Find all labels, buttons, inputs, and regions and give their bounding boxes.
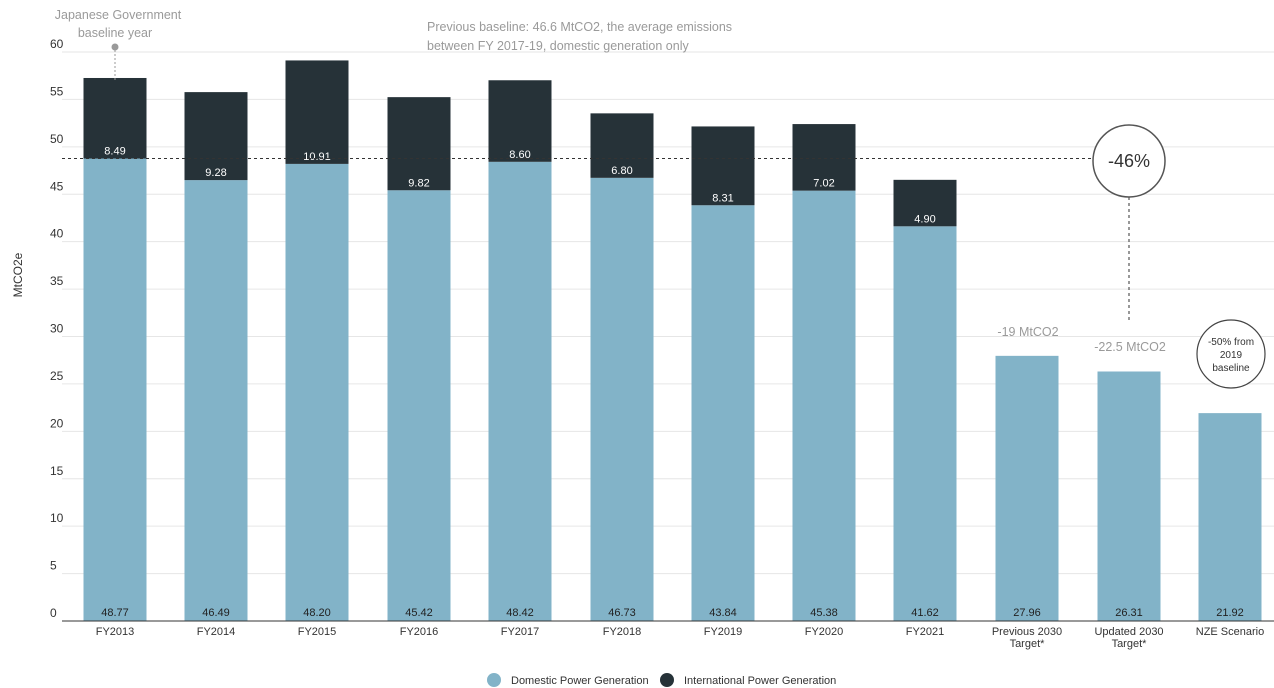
data-label-domestic: 48.77 xyxy=(101,607,129,619)
data-label-domestic: 46.49 xyxy=(202,607,230,619)
bar-domestic xyxy=(995,355,1059,621)
x-category-label: FY2020 xyxy=(805,626,844,638)
gridlines xyxy=(62,51,1274,575)
y-tick-label: 40 xyxy=(50,227,64,241)
bar-domestic xyxy=(691,205,755,621)
x-axis-categories: FY2013 FY2014 FY2015 FY2016 FY2017 FY2018 FY20… xyxy=(96,626,1265,650)
x-category-label: FY2016 xyxy=(400,626,439,638)
legend-label-domestic: Domestic Power Generation xyxy=(511,675,649,687)
baseline-year-annotation-line2: baseline year xyxy=(78,26,152,40)
bar-international xyxy=(285,60,349,164)
data-label-international: 6.80 xyxy=(611,165,632,177)
bar-international xyxy=(691,126,755,206)
data-label-domestic: 46.73 xyxy=(608,607,636,619)
y-tick-label: 5 xyxy=(50,559,57,573)
bar-domestic xyxy=(792,190,856,621)
bar-international xyxy=(488,80,552,162)
x-category-label: FY2017 xyxy=(501,626,540,638)
updated-target-delta-label: -22.5 MtCO2 xyxy=(1094,340,1166,354)
y-tick-label: 45 xyxy=(50,179,64,193)
legend: Domestic Power Generation International … xyxy=(487,673,836,687)
bar-domestic xyxy=(387,190,451,621)
y-tick-label: 25 xyxy=(50,369,64,383)
bar-domestic xyxy=(893,226,957,622)
bar-international xyxy=(893,179,957,227)
data-label-international: 7.02 xyxy=(813,178,834,190)
x-category-label: FY2014 xyxy=(197,626,236,638)
bar-international xyxy=(590,113,654,178)
y-tick-label: 55 xyxy=(50,84,64,98)
y-axis-title: MtCO2e xyxy=(11,252,25,297)
y-tick-label: 0 xyxy=(50,606,57,620)
y-tick-label: 30 xyxy=(50,322,64,336)
data-label-domestic: 45.38 xyxy=(810,607,838,619)
data-label-domestic: 43.84 xyxy=(709,607,737,619)
data-label-international: 8.49 xyxy=(104,145,125,157)
nze-note-line1: -50% from xyxy=(1208,337,1254,348)
data-label-domestic: 48.20 xyxy=(303,607,331,619)
data-label-international: 9.28 xyxy=(205,167,226,179)
data-label-international: 4.90 xyxy=(914,213,935,225)
y-tick-label: 15 xyxy=(50,464,64,478)
bar-domestic xyxy=(285,163,349,622)
previous-baseline-annotation-line2: between FY 2017-19, domestic generation … xyxy=(427,39,689,53)
data-label-domestic: 21.92 xyxy=(1216,607,1244,619)
bar-domestic xyxy=(488,161,552,621)
data-label-international: 10.91 xyxy=(303,151,331,163)
previous-target-delta-label: -19 MtCO2 xyxy=(997,325,1058,339)
y-tick-label: 35 xyxy=(50,274,64,288)
y-tick-label: 50 xyxy=(50,132,64,146)
x-category-label: Previous 2030 Target* xyxy=(992,626,1062,650)
bars xyxy=(83,60,1262,622)
data-label-international: 9.82 xyxy=(408,177,429,189)
baseline-year-marker xyxy=(111,43,119,51)
legend-swatch-international xyxy=(660,673,674,687)
y-tick-label: 10 xyxy=(50,511,64,525)
bar-domestic xyxy=(184,180,248,622)
x-category-label: FY2013 xyxy=(96,626,135,638)
data-label-international: 8.60 xyxy=(509,149,530,161)
nze-note-line3: baseline xyxy=(1212,363,1250,374)
data-label-international: 8.31 xyxy=(712,192,733,204)
y-tick-label: 60 xyxy=(50,37,64,51)
legend-label-international: International Power Generation xyxy=(684,675,836,687)
bar-domestic xyxy=(1097,371,1161,621)
x-category-label: FY2021 xyxy=(906,626,945,638)
bar-international xyxy=(83,77,147,159)
bar-domestic xyxy=(1198,413,1262,621)
data-label-domestic: 26.31 xyxy=(1115,607,1143,619)
x-category-label: FY2015 xyxy=(298,626,337,638)
bar-international xyxy=(792,124,856,191)
y-axis-ticks: 0 5 10 15 20 25 30 35 40 45 50 55 60 xyxy=(50,37,64,620)
nze-note-circle xyxy=(1196,319,1266,389)
x-category-label: FY2019 xyxy=(704,626,743,638)
bar-domestic xyxy=(590,177,654,622)
bar-international xyxy=(184,92,248,181)
x-category-label: FY2018 xyxy=(603,626,642,638)
bar-domestic xyxy=(83,158,147,621)
data-label-domestic: 41.62 xyxy=(911,607,939,619)
x-category-label: NZE Scenario xyxy=(1196,626,1264,638)
data-label-domestic: 27.96 xyxy=(1013,607,1041,619)
y-tick-label: 20 xyxy=(50,416,64,430)
legend-swatch-domestic xyxy=(487,673,501,687)
data-label-domestic: 45.42 xyxy=(405,607,433,619)
previous-baseline-annotation-line1: Previous baseline: 46.6 MtCO2, the avera… xyxy=(427,20,732,34)
reduction-percent-label: -46% xyxy=(1108,151,1150,171)
data-labels: 8.49 48.77 9.28 46.49 10.91 48.20 9.82 45.42 8.6… xyxy=(101,145,1244,619)
baseline-year-annotation-line1: Japanese Government xyxy=(55,8,182,22)
data-label-domestic: 48.42 xyxy=(506,607,534,619)
x-category-label: Updated 2030 Target* xyxy=(1094,626,1163,650)
nze-note-line2: 2019 xyxy=(1220,350,1243,361)
bar-international xyxy=(387,97,451,191)
